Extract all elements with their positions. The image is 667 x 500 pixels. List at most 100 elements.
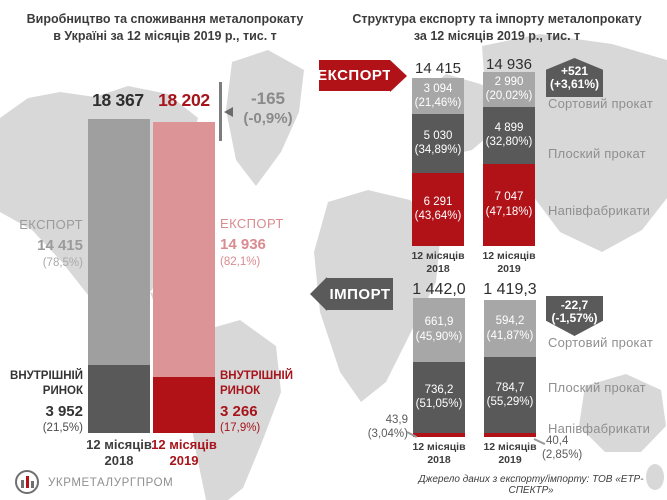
value-label: 6 291 (423, 195, 453, 208)
percent-label: (47,18%) (485, 205, 533, 218)
export-cat-flat: Плоский прокат (548, 146, 646, 161)
percent-label: (20,02%) (485, 90, 533, 103)
left-chart-title: Виробництво та споживання металопрокату … (10, 11, 320, 44)
export-label-2018-title: ЕКСПОРТ (19, 217, 83, 232)
ukrmetalurgprom-logo-icon (15, 470, 39, 494)
left-axis-2018: 12 місяців 2018 (84, 437, 154, 469)
export-cat-sort: Сортовий прокат (548, 96, 654, 111)
value-label: 4 899 (494, 121, 524, 134)
export-axis-2018: 12 місяців 2018 (404, 250, 472, 276)
value-label: 784,7 (495, 381, 525, 394)
export-label-2019-percent: (82,1%) (220, 256, 261, 268)
export-arrow: ЕКСПОРТ (317, 60, 392, 91)
import-cat-flat: Плоский прокат (548, 380, 646, 395)
logo-bar-middle (25, 476, 29, 488)
import-axis-2019-line2: 2019 (498, 454, 522, 466)
percent-label: (55,29%) (486, 396, 534, 409)
percent-label: (21,46%) (414, 97, 462, 110)
left-chart-title-line1: Виробництво та споживання металопрокату (26, 12, 304, 26)
bar-import-2018: 661,9 (45,90%) 736,2 (51,05%) (413, 298, 465, 437)
segment-export-flat-2018: 5 030 (34,89%) (412, 114, 464, 173)
right-chart-title-line1: Структура експорту та імпорту металопрок… (352, 12, 642, 26)
segment-import-sort-2019: 594,2 (41,87%) (484, 300, 536, 358)
map-greenland (226, 50, 304, 186)
source-note: Джерело даних з експорту/імпорту: ТОВ «Е… (418, 474, 644, 496)
domestic-label-2019-line2: РИНОК (220, 385, 261, 397)
left-total-2019: 18 202 (158, 90, 210, 110)
import-total-2018: 1 442,0 (412, 281, 466, 298)
export-label-2018-percent: (78,5%) (42, 257, 83, 269)
percent-label: (51,05%) (415, 398, 463, 411)
segment-export-semi-2019: 7 047 (47,18%) (483, 163, 535, 246)
export-label-2019-value: 14 936 (220, 236, 266, 253)
import-semi-2018-percent: (3,04%) (367, 428, 408, 440)
value-label: 736,2 (424, 383, 454, 396)
value-label: 3 094 (423, 82, 453, 95)
change-reference-line (219, 82, 222, 141)
left-axis-2018-line2: 2018 (104, 453, 134, 468)
left-total-2018: 18 367 (92, 90, 144, 110)
segment-import-sort-2018: 661,9 (45,90%) (413, 298, 465, 362)
export-axis-2019-line2: 2019 (497, 263, 521, 275)
value-label: 594,2 (495, 315, 525, 328)
logo-text: УКРМЕТАЛУРГПРОМ (48, 477, 174, 489)
value-label: 661,9 (424, 316, 454, 329)
bar-production-2018 (88, 119, 150, 433)
segment-export-flat-2019: 4 899 (32,80%) (483, 106, 535, 164)
segment-import-flat-2019: 784,7 (55,29%) (484, 357, 536, 434)
import-arrow-label: ІМПОРТ (329, 285, 391, 303)
map-new-zealand (646, 464, 664, 490)
value-label: 2 990 (494, 75, 524, 88)
segment-export-sort-2019: 2 990 (20,02%) (483, 72, 535, 107)
import-axis-2019-line1: 12 місяців (483, 441, 537, 453)
segment-domestic-2019 (153, 377, 215, 433)
left-axis-2019: 12 місяців 2019 (149, 437, 219, 469)
bar-export-2019: 2 990 (20,02%) 4 899 (32,80%) 7 047 (47,… (483, 72, 535, 246)
import-cat-sort: Сортовий прокат (548, 335, 654, 350)
export-label-2018-value: 14 415 (37, 237, 83, 254)
segment-export-sort-2018: 3 094 (21,46%) (412, 78, 464, 115)
percent-label: (45,90%) (415, 330, 463, 343)
right-chart-title-line2: за 12 місяців 2019 р., тис. т (413, 28, 581, 43)
export-change-value: +521 (560, 64, 589, 78)
export-total-2018: 14 415 (415, 60, 461, 77)
domestic-label-2018-line2: РИНОК (42, 385, 83, 397)
bar-export-2018: 3 094 (21,46%) 5 030 (34,89%) 6 291 (43,… (412, 78, 464, 246)
export-change-percent: (+3,61%) (549, 77, 600, 91)
value-label: 5 030 (423, 129, 453, 142)
export-axis-2019: 12 місяців 2019 (475, 250, 543, 276)
domestic-label-2018-line1: ВНУТРІШНІЙ (10, 370, 83, 382)
segment-export-2019 (153, 122, 215, 378)
domestic-label-2019-percent: (17,9%) (220, 422, 261, 434)
change-marker-icon (224, 107, 233, 117)
import-cat-semi: Напівфабрикати (548, 421, 651, 436)
import-axis-2018-line2: 2018 (427, 454, 451, 466)
segment-export-2018 (88, 119, 150, 366)
import-semi-2018-value: 43,9 (385, 414, 408, 426)
segment-domestic-2018 (88, 365, 150, 433)
export-label-2019-title: ЕКСПОРТ (220, 216, 284, 231)
segment-import-semi-2019 (484, 433, 536, 438)
percent-label: (34,89%) (414, 144, 462, 157)
percent-label: (43,64%) (414, 210, 462, 223)
domestic-label-2018-percent: (21,5%) (42, 422, 83, 434)
domestic-label-2019-line1: ВНУТРІШНІЙ (220, 370, 293, 382)
percent-label: (41,87%) (486, 329, 534, 342)
export-axis-2018-line1: 12 місяців (411, 250, 465, 262)
left-axis-2019-line1: 12 місяців (151, 437, 217, 452)
import-arrow: ІМПОРТ (327, 278, 393, 310)
domestic-label-2018-value: 3 952 (45, 403, 83, 420)
import-semi-2019-value: 40,4 (546, 435, 569, 447)
right-chart-title: Структура експорту та імпорту металопрок… (347, 11, 647, 44)
import-axis-2018-line1: 12 місяців (412, 441, 466, 453)
left-change-percent: (-0,9%) (243, 110, 293, 127)
domestic-label-2019: ВНУТРІШНІЙ РИНОК 3 266 (17,9%) (220, 369, 304, 434)
export-axis-2019-line1: 12 місяців (482, 250, 536, 262)
import-semi-2019-percent: (2,85%) (542, 449, 583, 461)
left-change-value: -165 (250, 89, 286, 108)
domestic-label-2018: ВНУТРІШНІЙ РИНОК 3 952 (21,5%) (4, 369, 83, 434)
import-change-percent: (-1,57%) (551, 311, 598, 325)
logo-bar-right (30, 481, 34, 488)
export-arrow-label: ЕКСПОРТ (317, 67, 392, 84)
